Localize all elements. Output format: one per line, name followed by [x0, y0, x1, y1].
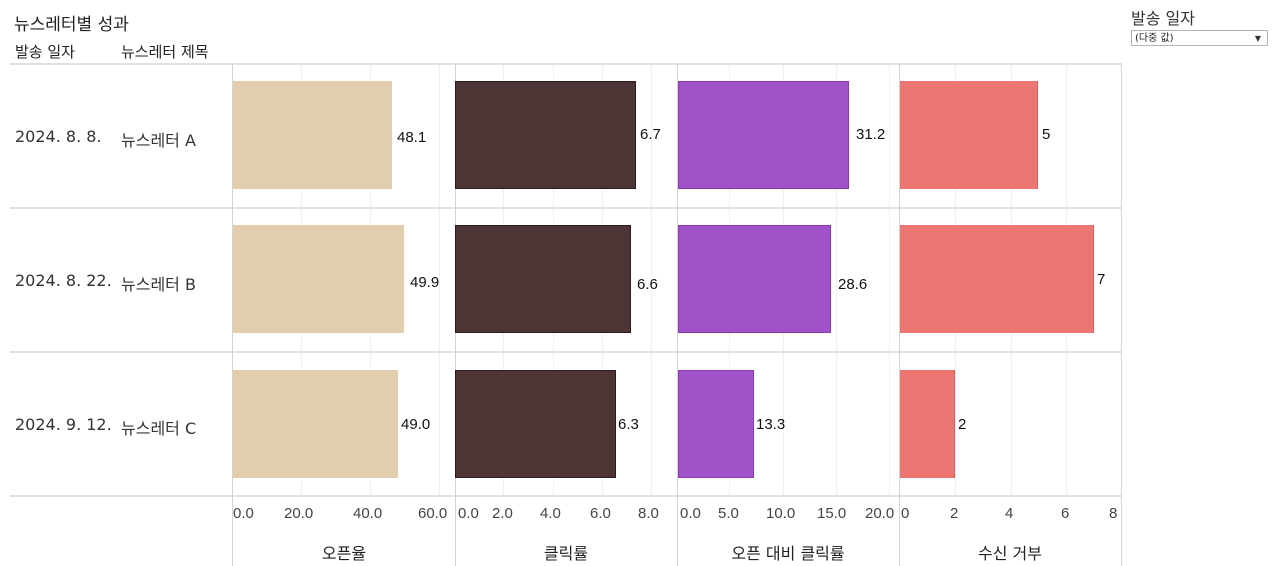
row-date: 2024. 8. 22.	[15, 271, 112, 290]
bar-label: 6.7	[640, 126, 661, 143]
axis-tick: 0	[901, 505, 910, 522]
pane-divider	[677, 64, 678, 566]
row-divider	[10, 63, 1122, 65]
bar-label: 13.3	[756, 416, 786, 433]
date-filter-dropdown[interactable]: (다중 값) ▼	[1131, 30, 1268, 46]
axis-title-unsubscribe: 수신 거부	[978, 544, 1042, 563]
bar-label: 31.2	[856, 126, 886, 143]
bar-label: 48.1	[397, 129, 427, 146]
dashboard-title: 뉴스레터별 성과	[14, 15, 129, 35]
axis-tick: 2.0	[492, 505, 513, 522]
dropdown-arrow-icon[interactable]: ▼	[1254, 34, 1261, 43]
bar-label: 5	[1042, 126, 1051, 143]
row-divider	[10, 495, 1122, 497]
bar-click-rate[interactable]	[455, 370, 616, 478]
gridline	[651, 64, 652, 496]
bar-click-rate[interactable]	[455, 81, 636, 189]
axis-tick: 4	[1005, 505, 1014, 522]
filter-label: 발송 일자	[1131, 9, 1195, 28]
axis-tick: 5.0	[718, 505, 739, 522]
axis-tick: 4.0	[540, 505, 561, 522]
gridline	[836, 64, 837, 496]
bar-open-rate[interactable]	[233, 81, 392, 189]
axis-tick: 8.0	[638, 505, 659, 522]
axis-tick: 2	[950, 505, 959, 522]
axis-tick: 6.0	[590, 505, 611, 522]
bar-click-rate[interactable]	[455, 225, 631, 333]
axis-tick: 0.0	[680, 505, 701, 522]
bar-label: 6.6	[637, 276, 658, 293]
axis-tick: 40.0	[353, 505, 383, 522]
axis-tick: 10.0	[766, 505, 796, 522]
pane-divider	[232, 64, 233, 566]
axis-tick: 15.0	[817, 505, 847, 522]
axis-tick: 0.0	[233, 505, 254, 522]
pane-divider	[899, 64, 900, 566]
bar-label: 49.9	[410, 274, 440, 291]
axis-title-open-rate: 오픈율	[321, 544, 367, 563]
axis-tick: 8	[1109, 505, 1118, 522]
bar-label: 6.3	[618, 416, 639, 433]
bar-click-to-open-rate[interactable]	[678, 225, 831, 333]
bar-click-to-open-rate[interactable]	[678, 370, 754, 478]
axis-tick: 20.0	[284, 505, 314, 522]
column-header-date: 발송 일자	[15, 43, 75, 61]
row-newsletter: 뉴스레터 C	[121, 419, 197, 438]
axis-tick: 20.0	[865, 505, 895, 522]
bar-unsubscribe[interactable]	[900, 370, 955, 478]
axis-title-click-to-open-rate: 오픈 대비 클릭률	[731, 544, 845, 563]
row-divider	[10, 351, 1122, 353]
row-date: 2024. 9. 12.	[15, 415, 112, 434]
axis-tick: 60.0	[418, 505, 448, 522]
bar-open-rate[interactable]	[233, 225, 404, 333]
bar-unsubscribe[interactable]	[900, 225, 1094, 333]
bar-label: 28.6	[838, 276, 868, 293]
bar-label: 2	[958, 416, 967, 433]
axis-tick: 6	[1061, 505, 1070, 522]
row-date: 2024. 8. 8.	[15, 127, 102, 146]
column-header-newsletter: 뉴스레터 제목	[121, 43, 209, 61]
bar-unsubscribe[interactable]	[900, 81, 1038, 189]
axis-tick: 0.0	[458, 505, 479, 522]
bar-label: 49.0	[401, 416, 431, 433]
row-newsletter: 뉴스레터 B	[121, 275, 196, 294]
filter-value: (다중 값)	[1135, 33, 1174, 44]
bar-open-rate[interactable]	[233, 370, 398, 478]
row-divider	[10, 207, 1122, 209]
row-newsletter: 뉴스레터 A	[121, 131, 196, 150]
bar-click-to-open-rate[interactable]	[678, 81, 849, 189]
axis-title-click-rate: 클릭률	[543, 544, 589, 563]
gridline	[889, 64, 890, 496]
bar-label: 7	[1097, 271, 1106, 288]
pane-divider	[1121, 64, 1122, 566]
gridline	[439, 64, 440, 496]
